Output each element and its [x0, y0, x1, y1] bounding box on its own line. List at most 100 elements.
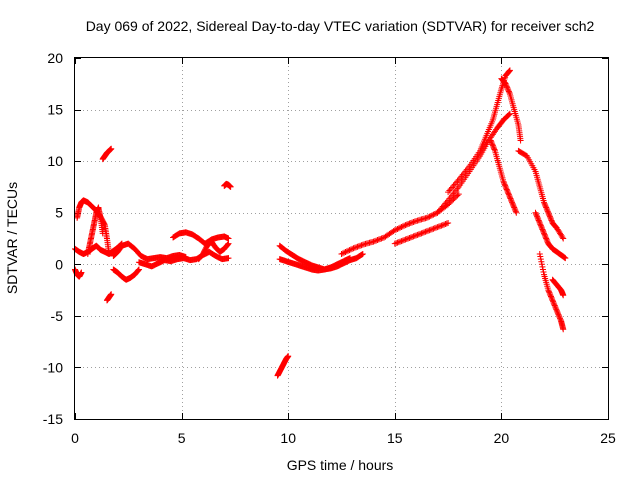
data-point	[350, 245, 357, 252]
data-point	[411, 218, 418, 225]
data-point	[414, 231, 421, 238]
data-point	[547, 214, 554, 221]
data-point	[510, 203, 517, 210]
data-point	[542, 201, 549, 208]
data-point	[359, 250, 366, 257]
data-point	[374, 237, 381, 244]
y-tick-label: 0	[55, 256, 63, 272]
data-point	[506, 89, 513, 96]
y-tick-label: 20	[47, 50, 63, 66]
data-point	[395, 239, 402, 246]
data-point	[351, 244, 358, 251]
series-arc-v-fall2	[515, 147, 567, 242]
points-layer	[72, 67, 569, 379]
data-point	[502, 183, 509, 190]
data-point	[536, 218, 543, 225]
data-point	[134, 267, 141, 274]
data-point	[433, 224, 440, 231]
data-point	[434, 224, 441, 231]
data-point	[547, 293, 554, 300]
data-point	[403, 236, 410, 243]
y-tick-label: 15	[47, 102, 63, 118]
data-point	[547, 292, 554, 299]
data-point	[370, 238, 377, 245]
data-point	[508, 198, 515, 205]
data-point	[488, 140, 495, 147]
data-point	[506, 68, 513, 75]
data-point	[545, 288, 552, 295]
data-point	[505, 191, 512, 198]
data-point	[225, 235, 232, 242]
data-point	[505, 87, 512, 94]
y-tick-label: 5	[55, 205, 63, 221]
data-point	[505, 88, 512, 95]
data-point	[342, 249, 349, 256]
series-arc-e-high	[99, 145, 115, 163]
data-point	[543, 236, 550, 243]
data-point	[538, 223, 545, 230]
data-point	[552, 303, 559, 310]
data-point	[501, 180, 508, 187]
y-tick-label: -10	[43, 359, 63, 375]
data-point	[490, 145, 497, 152]
data-point	[399, 237, 406, 244]
data-point	[509, 200, 516, 207]
data-point	[411, 232, 418, 239]
data-point	[504, 84, 511, 91]
series-arc-s-steep2	[434, 110, 513, 216]
data-point	[442, 221, 449, 228]
data-point	[544, 238, 551, 245]
data-point	[353, 244, 360, 251]
data-point	[543, 204, 550, 211]
data-point	[435, 223, 442, 230]
data-point	[549, 297, 556, 304]
data-point	[489, 141, 496, 148]
data-point	[378, 235, 385, 242]
data-point	[405, 221, 412, 228]
data-point	[227, 183, 234, 190]
data-point	[556, 314, 563, 321]
data-point	[541, 230, 548, 237]
data-point	[406, 220, 413, 227]
data-point	[544, 208, 551, 215]
data-point	[511, 204, 518, 211]
series-arc-t-peak-fall	[498, 75, 524, 144]
data-point	[506, 111, 513, 118]
data-point	[559, 234, 566, 241]
series-arc-k-wave	[195, 238, 232, 263]
y-tick-label: -15	[43, 411, 63, 427]
data-point	[488, 138, 495, 145]
data-point	[338, 250, 345, 257]
data-point	[510, 201, 517, 208]
data-point	[489, 142, 496, 149]
x-axis-title: GPS time / hours	[287, 457, 394, 473]
data-point	[343, 248, 350, 255]
data-point	[554, 308, 561, 315]
grid-layer	[75, 58, 608, 419]
data-point	[413, 232, 420, 239]
data-point	[108, 291, 115, 298]
data-point	[405, 235, 412, 242]
data-point	[425, 214, 432, 221]
data-point	[397, 238, 404, 245]
data-point	[560, 235, 567, 242]
data-point	[357, 242, 364, 249]
data-point	[135, 266, 142, 273]
series-arc-g-low	[110, 266, 142, 283]
data-point	[491, 146, 498, 153]
data-point	[349, 245, 356, 252]
y-axis-title: SDTVAR / TECUs	[4, 182, 20, 294]
data-point	[377, 236, 384, 243]
data-point	[418, 230, 425, 237]
ticks-layer: 0 5 10 15 20 25 -15 -10 -5 0 5 10 15 20	[43, 50, 616, 446]
data-point	[487, 137, 494, 144]
data-point	[393, 240, 400, 247]
data-point	[373, 237, 380, 244]
data-point	[430, 211, 437, 218]
data-point	[398, 224, 405, 231]
data-point	[391, 240, 398, 247]
data-point	[540, 269, 547, 276]
data-point	[379, 234, 386, 241]
data-point	[438, 222, 445, 229]
